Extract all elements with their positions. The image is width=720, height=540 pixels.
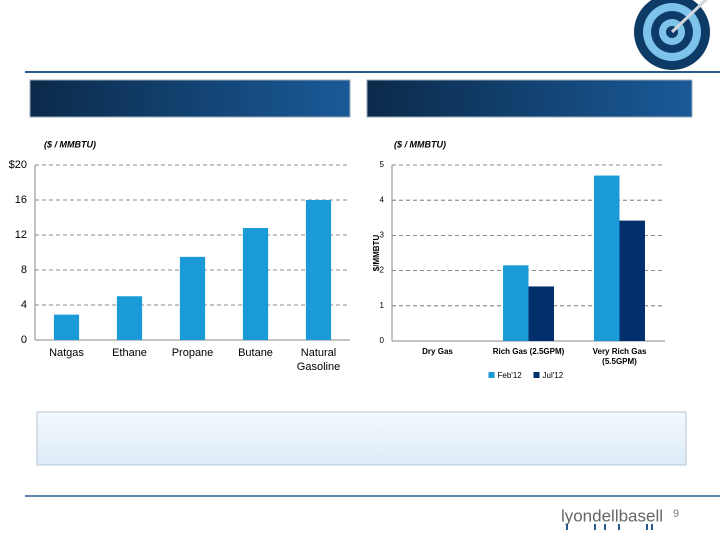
logo: lyondellbasell	[561, 506, 663, 525]
header-box	[29, 79, 351, 118]
y-tick-label: 2	[380, 266, 385, 275]
bar	[594, 175, 620, 341]
y-tick-label: 0	[21, 334, 27, 346]
y-tick-label: 1	[380, 301, 385, 310]
bar	[619, 220, 645, 341]
y-tick-label: 16	[15, 194, 27, 206]
chart-subtitle: ($ / MMBTU)	[394, 139, 446, 149]
legend-swatch	[488, 372, 495, 378]
y-tick-label: 3	[380, 231, 385, 240]
x-tick-label: Natgas	[49, 347, 84, 359]
y-tick-label: 12	[15, 229, 27, 241]
logo-bars	[566, 524, 653, 530]
bar	[528, 286, 554, 341]
y-tick-label: 8	[21, 264, 27, 276]
bar	[305, 200, 332, 340]
y-tick-label: 4	[380, 195, 385, 204]
x-tick-label: Propane	[171, 347, 214, 359]
x-tick-label: Dry Gas	[422, 347, 453, 356]
x-tick-label: Very Rich Gas (5.5GPM)	[592, 347, 647, 367]
note-box	[36, 411, 687, 466]
bar	[53, 314, 80, 340]
bar	[116, 296, 143, 340]
x-tick-label: Butane	[238, 347, 273, 359]
legend-swatch	[533, 372, 540, 378]
x-tick-label: Ethane	[112, 347, 147, 359]
y-tick-label: 5	[380, 160, 385, 169]
chart-subtitle: ($ / MMBTU)	[44, 139, 96, 149]
x-tick-label: Rich Gas (2.5GPM)	[492, 347, 565, 356]
y-tick-label: $20	[9, 159, 27, 171]
bar	[503, 265, 529, 341]
legend-label: Feb'12	[498, 371, 523, 380]
y-tick-label: 4	[21, 299, 27, 311]
x-tick-label: Natural Gasoline	[296, 347, 341, 374]
header-box	[366, 79, 693, 118]
bar	[242, 228, 269, 340]
legend-label: Jul'12	[543, 371, 564, 380]
bar	[179, 256, 206, 340]
page-number: 9	[673, 508, 679, 520]
y-axis-label: $/MMBTU	[372, 235, 381, 272]
y-tick-label: 0	[380, 336, 385, 345]
target-icon	[634, 0, 710, 70]
